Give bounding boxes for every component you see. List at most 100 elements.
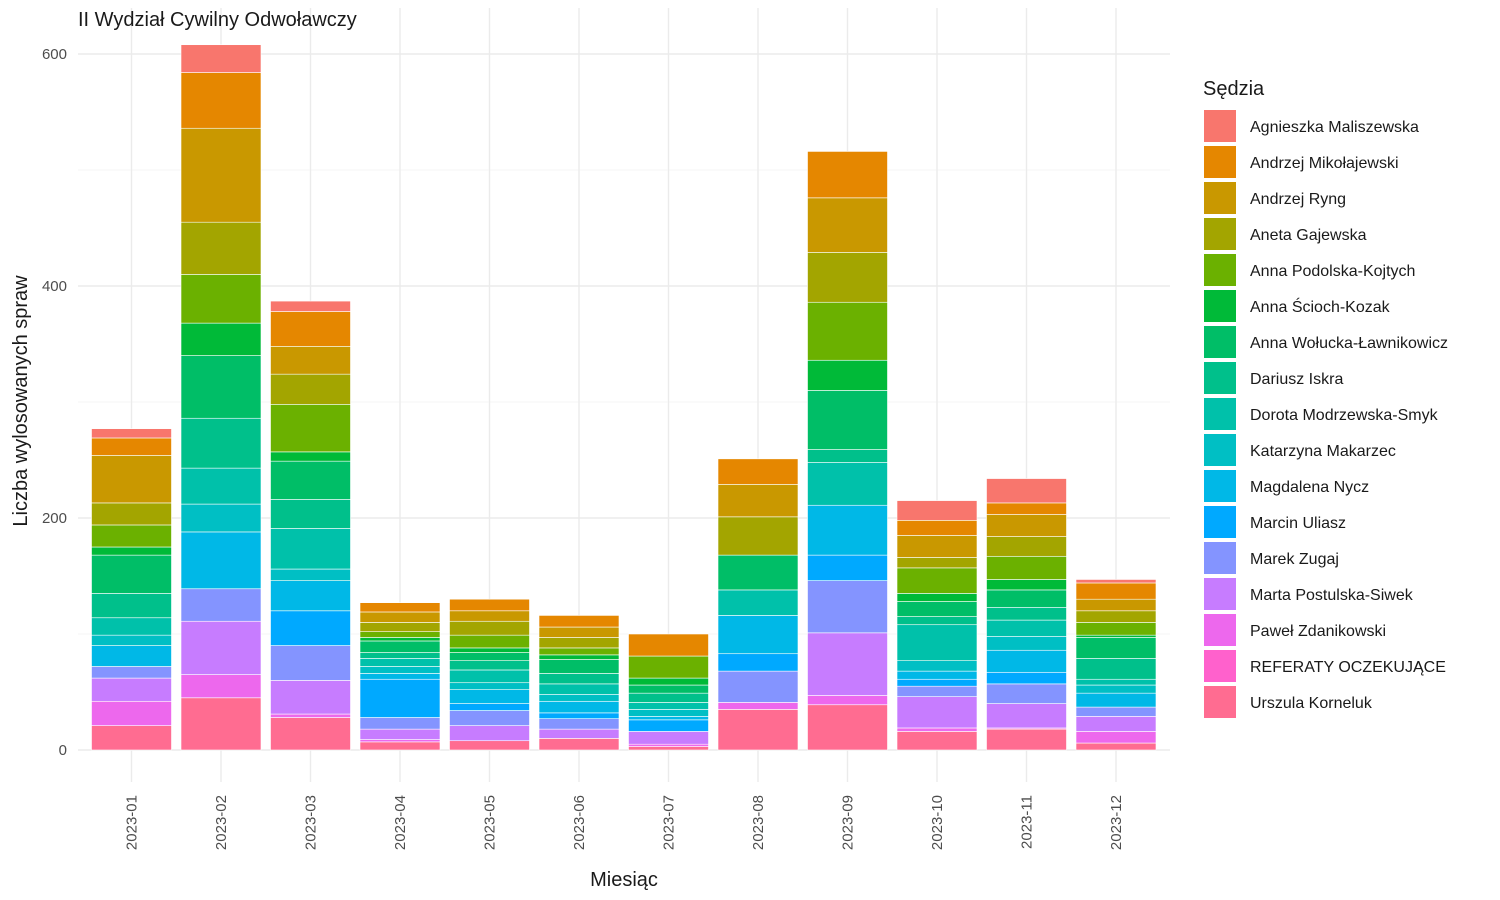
bar-segment xyxy=(807,554,888,581)
bar-segment xyxy=(270,610,351,646)
bar-segment xyxy=(717,458,799,485)
bar-segment xyxy=(896,685,978,697)
bar-segment xyxy=(538,694,620,702)
bar-segment xyxy=(538,700,620,714)
bar-segment xyxy=(270,451,351,462)
bar-segment xyxy=(538,637,620,649)
bar-segment xyxy=(270,528,351,570)
bar-segment xyxy=(896,678,978,687)
bar-segment xyxy=(359,678,441,718)
bar-segment xyxy=(359,637,441,642)
legend-key xyxy=(1204,146,1236,178)
legend-label: Magdalena Nycz xyxy=(1250,479,1369,496)
bar-segment xyxy=(896,535,978,558)
bar-segment xyxy=(986,502,1067,515)
bar-segment xyxy=(986,555,1067,580)
bar-segment xyxy=(270,311,351,347)
bar-segment xyxy=(449,620,530,636)
bar-segment xyxy=(270,499,351,529)
bar-segment xyxy=(270,645,351,681)
bar-segment xyxy=(180,44,262,73)
bar-segment xyxy=(986,589,1067,608)
bar-segment xyxy=(717,554,799,591)
bar-segment xyxy=(1075,610,1157,623)
bar-segment xyxy=(807,197,888,253)
bar-segment xyxy=(270,580,351,612)
bar-segment xyxy=(359,728,441,740)
bar-segment xyxy=(270,373,351,405)
bar-segment xyxy=(1075,678,1157,686)
legend-label: Urszula Korneluk xyxy=(1250,695,1373,712)
bar-segment xyxy=(986,514,1067,537)
bar-segment xyxy=(538,615,620,628)
x-tick-label: 2023-07 xyxy=(661,795,678,850)
bar-segment xyxy=(628,746,709,751)
legend-label: Paweł Zdanikowski xyxy=(1250,623,1386,640)
legend-label: Anna Wołucka-Ławnikowicz xyxy=(1250,335,1448,352)
bar-segment xyxy=(91,546,172,556)
legend-title: Sędzia xyxy=(1203,78,1265,100)
legend-label: Dariusz Iskra xyxy=(1250,371,1343,388)
bar-segment xyxy=(1075,706,1157,717)
bar-segment xyxy=(359,739,441,743)
bar-segment xyxy=(896,696,978,729)
bar-segment xyxy=(449,740,530,751)
bar-segment xyxy=(896,624,978,661)
bar-segment xyxy=(359,741,441,751)
bar-segment xyxy=(359,717,441,730)
bar-segment xyxy=(807,359,888,391)
bar-segment xyxy=(717,709,799,751)
bar-segment xyxy=(807,704,888,751)
bar-segment xyxy=(270,300,351,312)
bar-segment xyxy=(359,622,441,632)
bar-segment xyxy=(896,500,978,521)
x-tick-label: 2023-03 xyxy=(303,795,320,850)
bar-segment xyxy=(628,692,709,703)
bar-segment xyxy=(91,437,172,456)
bar-segment xyxy=(91,645,172,667)
bar-segment xyxy=(986,649,1067,673)
bar-segment xyxy=(986,478,1067,504)
bar-segment xyxy=(449,669,530,684)
bar-segment xyxy=(896,520,978,536)
bar-segment xyxy=(717,702,799,710)
bar-segment xyxy=(91,634,172,646)
bar-segment xyxy=(1075,634,1157,638)
bar-segment xyxy=(1075,684,1157,694)
x-tick-label: 2023-09 xyxy=(840,795,857,850)
x-tick-label: 2023-01 xyxy=(124,795,141,850)
bar-segment xyxy=(270,404,351,453)
bar-segment xyxy=(986,636,1067,651)
x-tick-label: 2023-06 xyxy=(571,795,588,850)
legend-label: REFERATY OCZEKUJĄCE xyxy=(1250,659,1446,676)
legend-label: Anna Podolska-Kojtych xyxy=(1250,263,1415,280)
legend-label: Andrzej Ryng xyxy=(1250,191,1346,208)
bar-segment xyxy=(628,684,709,694)
legend-key xyxy=(1204,650,1236,682)
bar-segment xyxy=(1075,598,1157,612)
bar-segment xyxy=(270,346,351,375)
bar-segment xyxy=(449,652,530,661)
bar-segment xyxy=(807,301,888,361)
bar-segment xyxy=(449,682,530,690)
bar-segment xyxy=(986,703,1067,729)
bar-segment xyxy=(717,516,799,556)
bar-segment xyxy=(986,579,1067,591)
legend-key xyxy=(1204,614,1236,646)
legend-key xyxy=(1204,218,1236,250)
x-tick-label: 2023-11 xyxy=(1019,795,1036,849)
legend-key xyxy=(1204,398,1236,430)
bar-segment xyxy=(628,719,709,732)
bar-segment xyxy=(986,728,1067,751)
bar-segment xyxy=(180,531,262,590)
bar-segment xyxy=(896,727,978,732)
y-tick-label: 200 xyxy=(42,510,67,527)
bar-segment xyxy=(717,615,799,655)
bar-segment xyxy=(91,666,172,679)
bar-segment xyxy=(538,654,620,660)
bar-segment xyxy=(986,536,1067,557)
bar-segment xyxy=(986,683,1067,704)
bar-segment xyxy=(807,462,888,506)
bar-segment xyxy=(538,738,620,751)
bar-segment xyxy=(1075,637,1157,659)
